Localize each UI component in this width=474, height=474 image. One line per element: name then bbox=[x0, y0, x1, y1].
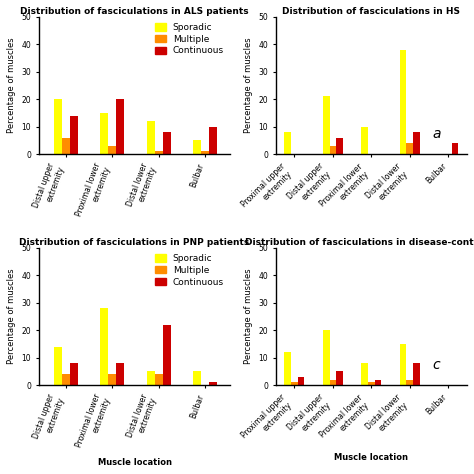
Bar bbox=[7, 113, 15, 154]
Title: Distribution of fasciculations in PNP patients: Distribution of fasciculations in PNP pa… bbox=[19, 238, 250, 247]
Bar bbox=[146, 372, 155, 385]
Bar bbox=[100, 113, 108, 154]
Bar bbox=[201, 151, 210, 154]
X-axis label: Muscle location: Muscle location bbox=[98, 458, 172, 467]
Bar bbox=[284, 132, 291, 154]
Bar bbox=[23, 369, 31, 385]
Legend: Sporadic, Multiple, Continuous: Sporadic, Multiple, Continuous bbox=[153, 252, 226, 288]
Text: c: c bbox=[433, 358, 440, 372]
Bar bbox=[193, 140, 201, 154]
Bar bbox=[210, 383, 218, 385]
Legend: Sporadic, Multiple, Continuous: Sporadic, Multiple, Continuous bbox=[153, 21, 226, 57]
Bar bbox=[100, 308, 108, 385]
Bar bbox=[336, 372, 343, 385]
Title: Distribution of fasciculations in disease-control p: Distribution of fasciculations in diseas… bbox=[246, 238, 474, 247]
Bar bbox=[284, 352, 291, 385]
Bar bbox=[413, 363, 420, 385]
Bar bbox=[323, 330, 329, 385]
X-axis label: Muscle location: Muscle location bbox=[334, 453, 408, 462]
Text: a: a bbox=[433, 127, 441, 141]
Bar bbox=[70, 116, 78, 154]
Bar bbox=[155, 374, 163, 385]
Title: Distribution of fasciculations in HS: Distribution of fasciculations in HS bbox=[283, 7, 460, 16]
Bar bbox=[70, 363, 78, 385]
Y-axis label: Percentage of muscles: Percentage of muscles bbox=[244, 269, 253, 365]
Bar bbox=[291, 383, 298, 385]
Bar bbox=[193, 372, 201, 385]
Y-axis label: Percentage of muscles: Percentage of muscles bbox=[7, 37, 16, 133]
Bar bbox=[116, 363, 125, 385]
Bar bbox=[413, 132, 420, 154]
Y-axis label: Percentage of muscles: Percentage of muscles bbox=[244, 37, 253, 133]
Bar bbox=[54, 346, 62, 385]
Bar bbox=[374, 380, 382, 385]
Bar bbox=[155, 151, 163, 154]
Bar bbox=[7, 308, 15, 385]
Bar bbox=[361, 127, 368, 154]
Title: Distribution of fasciculations in ALS patients: Distribution of fasciculations in ALS pa… bbox=[20, 7, 249, 16]
Bar bbox=[336, 137, 343, 154]
Bar bbox=[163, 325, 171, 385]
Bar bbox=[54, 99, 62, 154]
Bar bbox=[368, 383, 374, 385]
Bar bbox=[108, 374, 116, 385]
Bar bbox=[23, 121, 31, 154]
Bar bbox=[400, 344, 407, 385]
Bar bbox=[116, 99, 125, 154]
Bar bbox=[361, 363, 368, 385]
Bar bbox=[452, 143, 458, 154]
Bar bbox=[146, 121, 155, 154]
Bar bbox=[298, 377, 304, 385]
Bar bbox=[62, 374, 70, 385]
Bar bbox=[323, 96, 329, 154]
Bar bbox=[400, 50, 407, 154]
Bar bbox=[15, 116, 23, 154]
Bar bbox=[15, 374, 23, 385]
Bar bbox=[329, 380, 336, 385]
Bar bbox=[210, 127, 218, 154]
Y-axis label: Percentage of muscles: Percentage of muscles bbox=[7, 269, 16, 365]
Bar bbox=[163, 132, 171, 154]
Bar bbox=[62, 137, 70, 154]
Bar bbox=[407, 143, 413, 154]
Bar bbox=[108, 146, 116, 154]
Bar bbox=[407, 380, 413, 385]
Bar bbox=[329, 146, 336, 154]
